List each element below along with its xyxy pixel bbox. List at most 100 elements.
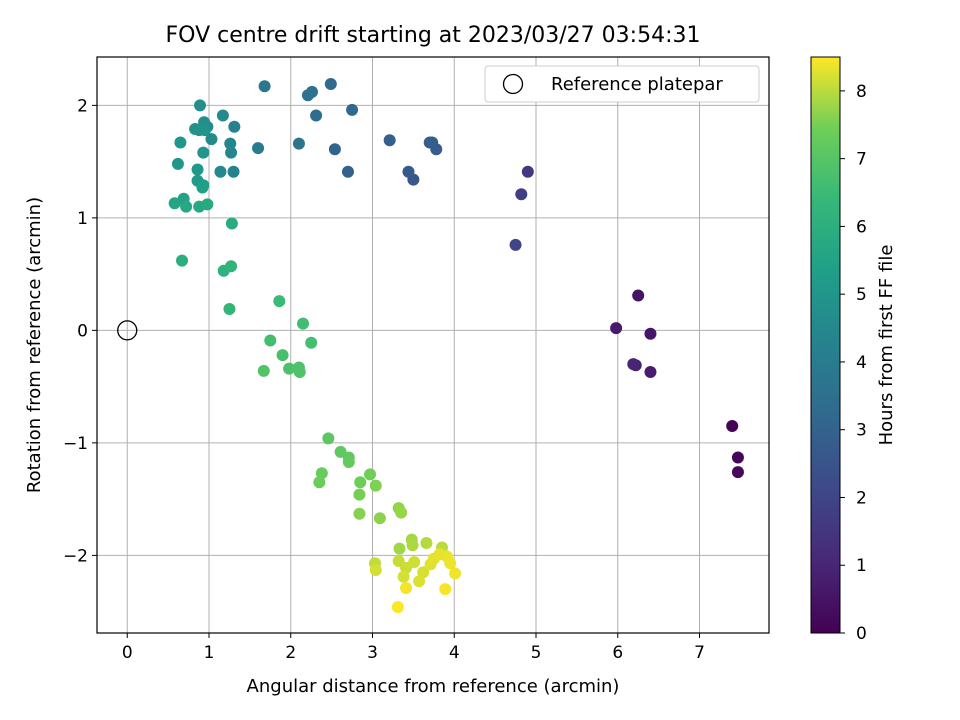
data-point (315, 467, 328, 480)
y-axis-ticks: −2 −1 0 1 2 (63, 96, 97, 566)
data-point (324, 78, 337, 90)
plot-frame (96, 56, 770, 634)
data-point (364, 468, 377, 481)
data-point (395, 506, 408, 519)
data-point (610, 322, 623, 335)
chart-title: FOV centre drift starting at 2023/03/27 … (166, 23, 701, 48)
data-point (264, 334, 277, 347)
x-axis-ticks: 0 1 2 3 4 5 6 7 (122, 633, 705, 663)
data-point (509, 238, 522, 251)
data-point (293, 366, 306, 378)
colorbar-tick-label: 0 (856, 624, 867, 644)
data-point (228, 120, 241, 133)
data-point (283, 362, 296, 375)
colorbar-label: Hours from first FF file (876, 245, 897, 446)
data-point (194, 99, 207, 112)
data-point (369, 479, 382, 492)
data-point (196, 181, 209, 194)
data-point (257, 364, 270, 377)
data-point (205, 133, 218, 146)
x-tick-label: 1 (204, 643, 215, 663)
data-point (225, 217, 238, 230)
data-point (402, 165, 415, 178)
x-tick-label: 3 (367, 643, 378, 663)
data-point (310, 109, 323, 122)
legend-marker (502, 73, 524, 95)
data-point (521, 165, 534, 178)
data-point (191, 163, 204, 176)
data-point (276, 349, 289, 362)
data-point (426, 136, 439, 149)
data-point (313, 476, 326, 489)
data-point (408, 556, 421, 569)
data-point (406, 539, 419, 552)
colorbar-tick-label: 8 (856, 82, 867, 102)
data-point (214, 165, 227, 178)
data-point (391, 601, 404, 614)
data-point (198, 124, 211, 137)
y-tick-label: −2 (63, 546, 88, 566)
data-point (353, 488, 366, 501)
legend: Reference platepar (484, 65, 760, 103)
data-point (417, 566, 430, 579)
data-point (444, 557, 457, 570)
data-point (354, 476, 367, 489)
data-point (369, 564, 382, 576)
data-point (397, 570, 410, 583)
data-point (731, 466, 744, 479)
data-point (353, 507, 366, 520)
legend-box (484, 65, 760, 103)
x-axis-label: Angular distance from reference (arcmin) (247, 676, 620, 697)
data-point (216, 109, 229, 122)
colorbar-ticks: 0 1 2 3 4 5 6 7 8 (840, 82, 867, 644)
y-tick-label: 0 (77, 321, 88, 341)
data-point (627, 358, 640, 371)
data-point (197, 146, 210, 159)
colorbar-tick-label: 3 (856, 421, 867, 441)
data-point (305, 336, 318, 349)
colorbar-gradient (810, 56, 841, 634)
data-point (252, 142, 265, 155)
data-point (225, 146, 238, 159)
x-tick-label: 2 (285, 643, 296, 663)
data-point (413, 575, 426, 588)
data-point (632, 289, 645, 302)
data-point (322, 432, 335, 445)
data-point (301, 89, 314, 102)
colorbar-tick-label: 2 (856, 488, 867, 508)
data-point (174, 136, 187, 149)
colorbar: 0 1 2 3 4 5 6 7 8 Hours from first FF file (810, 56, 897, 644)
colorbar-tick-label: 5 (856, 285, 867, 305)
data-point (346, 103, 359, 116)
data-point (400, 582, 413, 594)
x-tick-label: 6 (612, 643, 623, 663)
data-point (273, 295, 286, 308)
x-tick-label: 5 (531, 643, 542, 663)
data-point (258, 80, 271, 93)
data-point (420, 537, 433, 549)
data-point (342, 456, 355, 468)
data-point (731, 451, 744, 464)
data-point (224, 137, 237, 150)
x-tick-label: 7 (694, 643, 705, 663)
data-point (171, 157, 184, 170)
legend-label: Reference platepar (551, 74, 723, 95)
data-point (644, 327, 657, 340)
grid-lines (97, 57, 769, 633)
data-point (515, 188, 528, 201)
colorbar-tick-label: 6 (856, 217, 867, 237)
x-tick-label: 0 (122, 643, 133, 663)
reference-marker (117, 320, 138, 341)
data-point (373, 512, 386, 525)
data-point (393, 542, 406, 555)
data-point (292, 137, 305, 150)
y-tick-label: 2 (77, 96, 88, 116)
data-points (168, 78, 744, 614)
reference-point (117, 320, 138, 341)
data-point (383, 134, 396, 147)
data-point (297, 317, 310, 330)
x-tick-label: 4 (449, 643, 460, 663)
data-point (644, 366, 657, 378)
y-tick-label: −1 (63, 434, 88, 454)
